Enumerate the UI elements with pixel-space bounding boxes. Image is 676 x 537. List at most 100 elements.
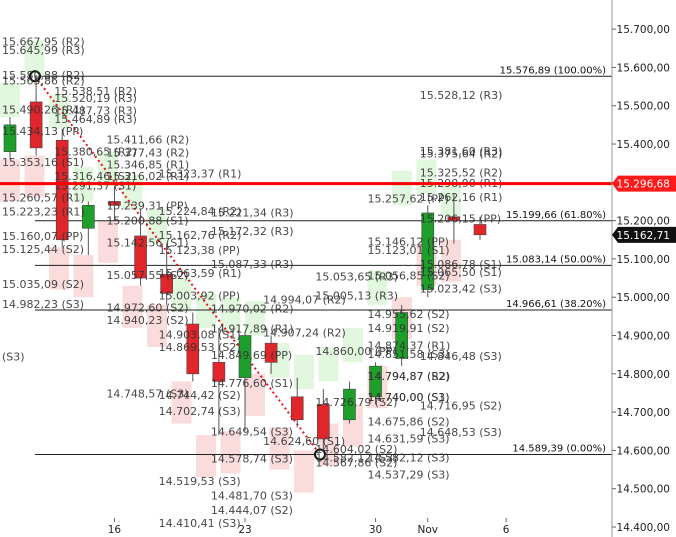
pivot-label: 14.410,41 (S3): [159, 517, 241, 530]
pivot-label: 15.053,65 (R3): [315, 271, 398, 284]
pivot-zone-upper: [318, 347, 339, 382]
pivot-label: 15.464,89 (R3): [54, 113, 137, 126]
price-tick-label: 15.700,00: [617, 24, 670, 36]
candle-body: [290, 396, 304, 421]
pivot-label: 14.846,48 (S3): [420, 350, 502, 363]
time-axis[interactable]: 16 23 30 Nov 6: [108, 518, 510, 536]
pivot-zone-upper: [196, 293, 216, 328]
pivot-label: 14.917,89 (R1): [211, 323, 294, 336]
pivot-label: 15.411,66 (R2): [106, 134, 189, 147]
pivot-label: 15.023,42 (S3): [420, 282, 502, 295]
pivot-zone-upper: [98, 151, 118, 187]
candle-body: [29, 101, 43, 149]
price-tick-label: 15.200,00: [617, 216, 670, 228]
pivot-label: 15.142,56 (S1): [106, 237, 188, 250]
pivot-label: 14.748,57 (S3): [106, 388, 188, 401]
pivot-label: 14.955,62 (S2): [368, 308, 450, 321]
pivot-label: 14.940,23 (S2): [106, 314, 188, 327]
pivot-label: 14.519,53 (S3): [159, 475, 241, 488]
price-tick-label: 15.500,00: [617, 101, 670, 113]
pivot-label: 15.057,55 (S2): [106, 269, 188, 282]
fibonacci-levels: 15.576,89 (100.00%)15.199,66 (61.80%)15.…: [35, 65, 612, 455]
candle-body: [212, 362, 226, 382]
pivot-label: 15.490,26 (R1): [2, 103, 85, 116]
pivot-label: 15.003,92 (PP): [159, 290, 240, 303]
pivot-zone-lower: [245, 373, 265, 416]
pivot-label: 15.065,50 (S1): [420, 266, 502, 279]
pivot-label: 14.567,86 (S2): [315, 457, 397, 470]
fib-label: 14.966,61 (38.20%): [506, 299, 606, 310]
pivot-label: 14.972,60 (S2): [106, 302, 188, 315]
pivot-label: 14.675,86 (S2): [368, 415, 450, 428]
pivot-zone-lower: [269, 427, 290, 470]
pivot-label: 14.851,58 (S3): [368, 348, 450, 361]
pivot-label: 14.604,02 (S2): [315, 443, 397, 456]
pivot-label: 14.649,54 (S3): [211, 425, 293, 438]
price-axis[interactable]: 15.700,0015.600,0015.500,0015.400,0015.3…: [611, 0, 676, 537]
time-tick-label: 30: [369, 524, 382, 536]
pivot-label: 14.624,60 (S1): [263, 435, 345, 448]
candle-body: [82, 205, 95, 229]
pivot-label: 14.860,00 (PP): [315, 345, 396, 358]
pivot-zone-lower: [73, 255, 94, 298]
price-tick-label: 15.100,00: [617, 254, 670, 266]
time-tick-label: 23: [238, 524, 251, 536]
pivot-label: 15.221,34 (R3): [211, 206, 294, 219]
pivot-label: 14.919,91 (S2): [368, 322, 450, 335]
pivot-label: 15.316,02 (R1): [106, 170, 189, 183]
price-tick-label: 14.500,00: [617, 484, 670, 496]
pivot-labels: 15.667,95 (R2)15.645,99 (R3) 15.580,88 (R…: [2, 35, 502, 530]
pivot-label: 14.776,60 (S1): [211, 377, 293, 390]
pivot-label: 15.123,01 (S1): [368, 244, 450, 257]
pivot-label: 14.582,12 (S3): [368, 451, 450, 464]
pivot-zone-lower: [98, 220, 118, 263]
candle-body: [343, 388, 356, 421]
candle-body: [264, 342, 278, 363]
pivot-label: 14.982,23 (S3): [2, 298, 84, 311]
pivot-label: 14.970,02 (R2): [211, 303, 294, 316]
pivot-label: 14.794,87 (R2): [368, 370, 451, 383]
pivot-zone-upper: [392, 170, 412, 206]
pivot-label: 15.520,19 (R3): [54, 92, 137, 105]
pivot-label: 15.125,44 (S2): [2, 243, 84, 256]
pivot-label: 15.035,09 (S2): [2, 278, 84, 291]
pivot-label: 15.434,13 (PP): [2, 125, 83, 138]
price-axis-bg: [612, 0, 676, 537]
pivot-label: 15.123,38 (PP): [159, 244, 240, 257]
pivot-label: 15.005,13 (R3): [315, 289, 398, 302]
pivot-label: 14.726,79 (S2): [315, 396, 397, 409]
pivot-label: 15.200,88 (S1): [106, 214, 188, 227]
trendline: [29, 70, 326, 461]
pivot-label: 15.063,59 (R1): [159, 267, 242, 280]
price-tick-label: 14.600,00: [617, 445, 670, 457]
pivot-label: 15.172,32 (R3): [211, 225, 294, 238]
pivot-label: 15.087,33 (R3): [211, 258, 294, 271]
pivot-label: 14.740,00 (S3): [368, 391, 450, 404]
pivot-label: 15.262,16 (R1): [420, 191, 503, 204]
last-price-tag: [612, 226, 676, 243]
pivot-label: 15.377,43 (R2): [106, 147, 189, 160]
pivot-label: 15.224,84 (R2): [159, 205, 242, 218]
price-tick-label: 15.600,00: [617, 62, 670, 74]
time-tick-label: Nov: [418, 524, 439, 536]
price-tick-label: 15.000,00: [617, 292, 670, 304]
pivot-label: 14.903,08 (S1): [159, 328, 241, 341]
pivot-label: 14.716,95 (S2): [420, 400, 502, 413]
pivot-label: 14.849,69 (PP): [211, 349, 292, 362]
trend-anchor-end: [314, 448, 326, 461]
pivot-label: (S3): [2, 351, 25, 364]
candle-body: [3, 124, 17, 152]
pivot-zone-lower: [294, 450, 314, 493]
pivot-label: 15.056,85 (S2): [368, 269, 450, 282]
pivot-label: 15.146,12 (PP): [368, 235, 449, 248]
fib-label: 15.083,14 (50.00%): [506, 254, 606, 265]
pivot-zone-lower: [171, 381, 192, 424]
pivot-zone-lower: [122, 285, 143, 328]
candles: [3, 75, 487, 451]
candle-body: [160, 273, 173, 294]
pivot-label: 15.565,86 (R2): [2, 75, 85, 88]
pivot-label: 15.381,60 (R3): [420, 145, 503, 158]
pivot-label: 14.744,42 (S2): [159, 389, 241, 402]
pivot-zone-lower: [196, 435, 216, 478]
